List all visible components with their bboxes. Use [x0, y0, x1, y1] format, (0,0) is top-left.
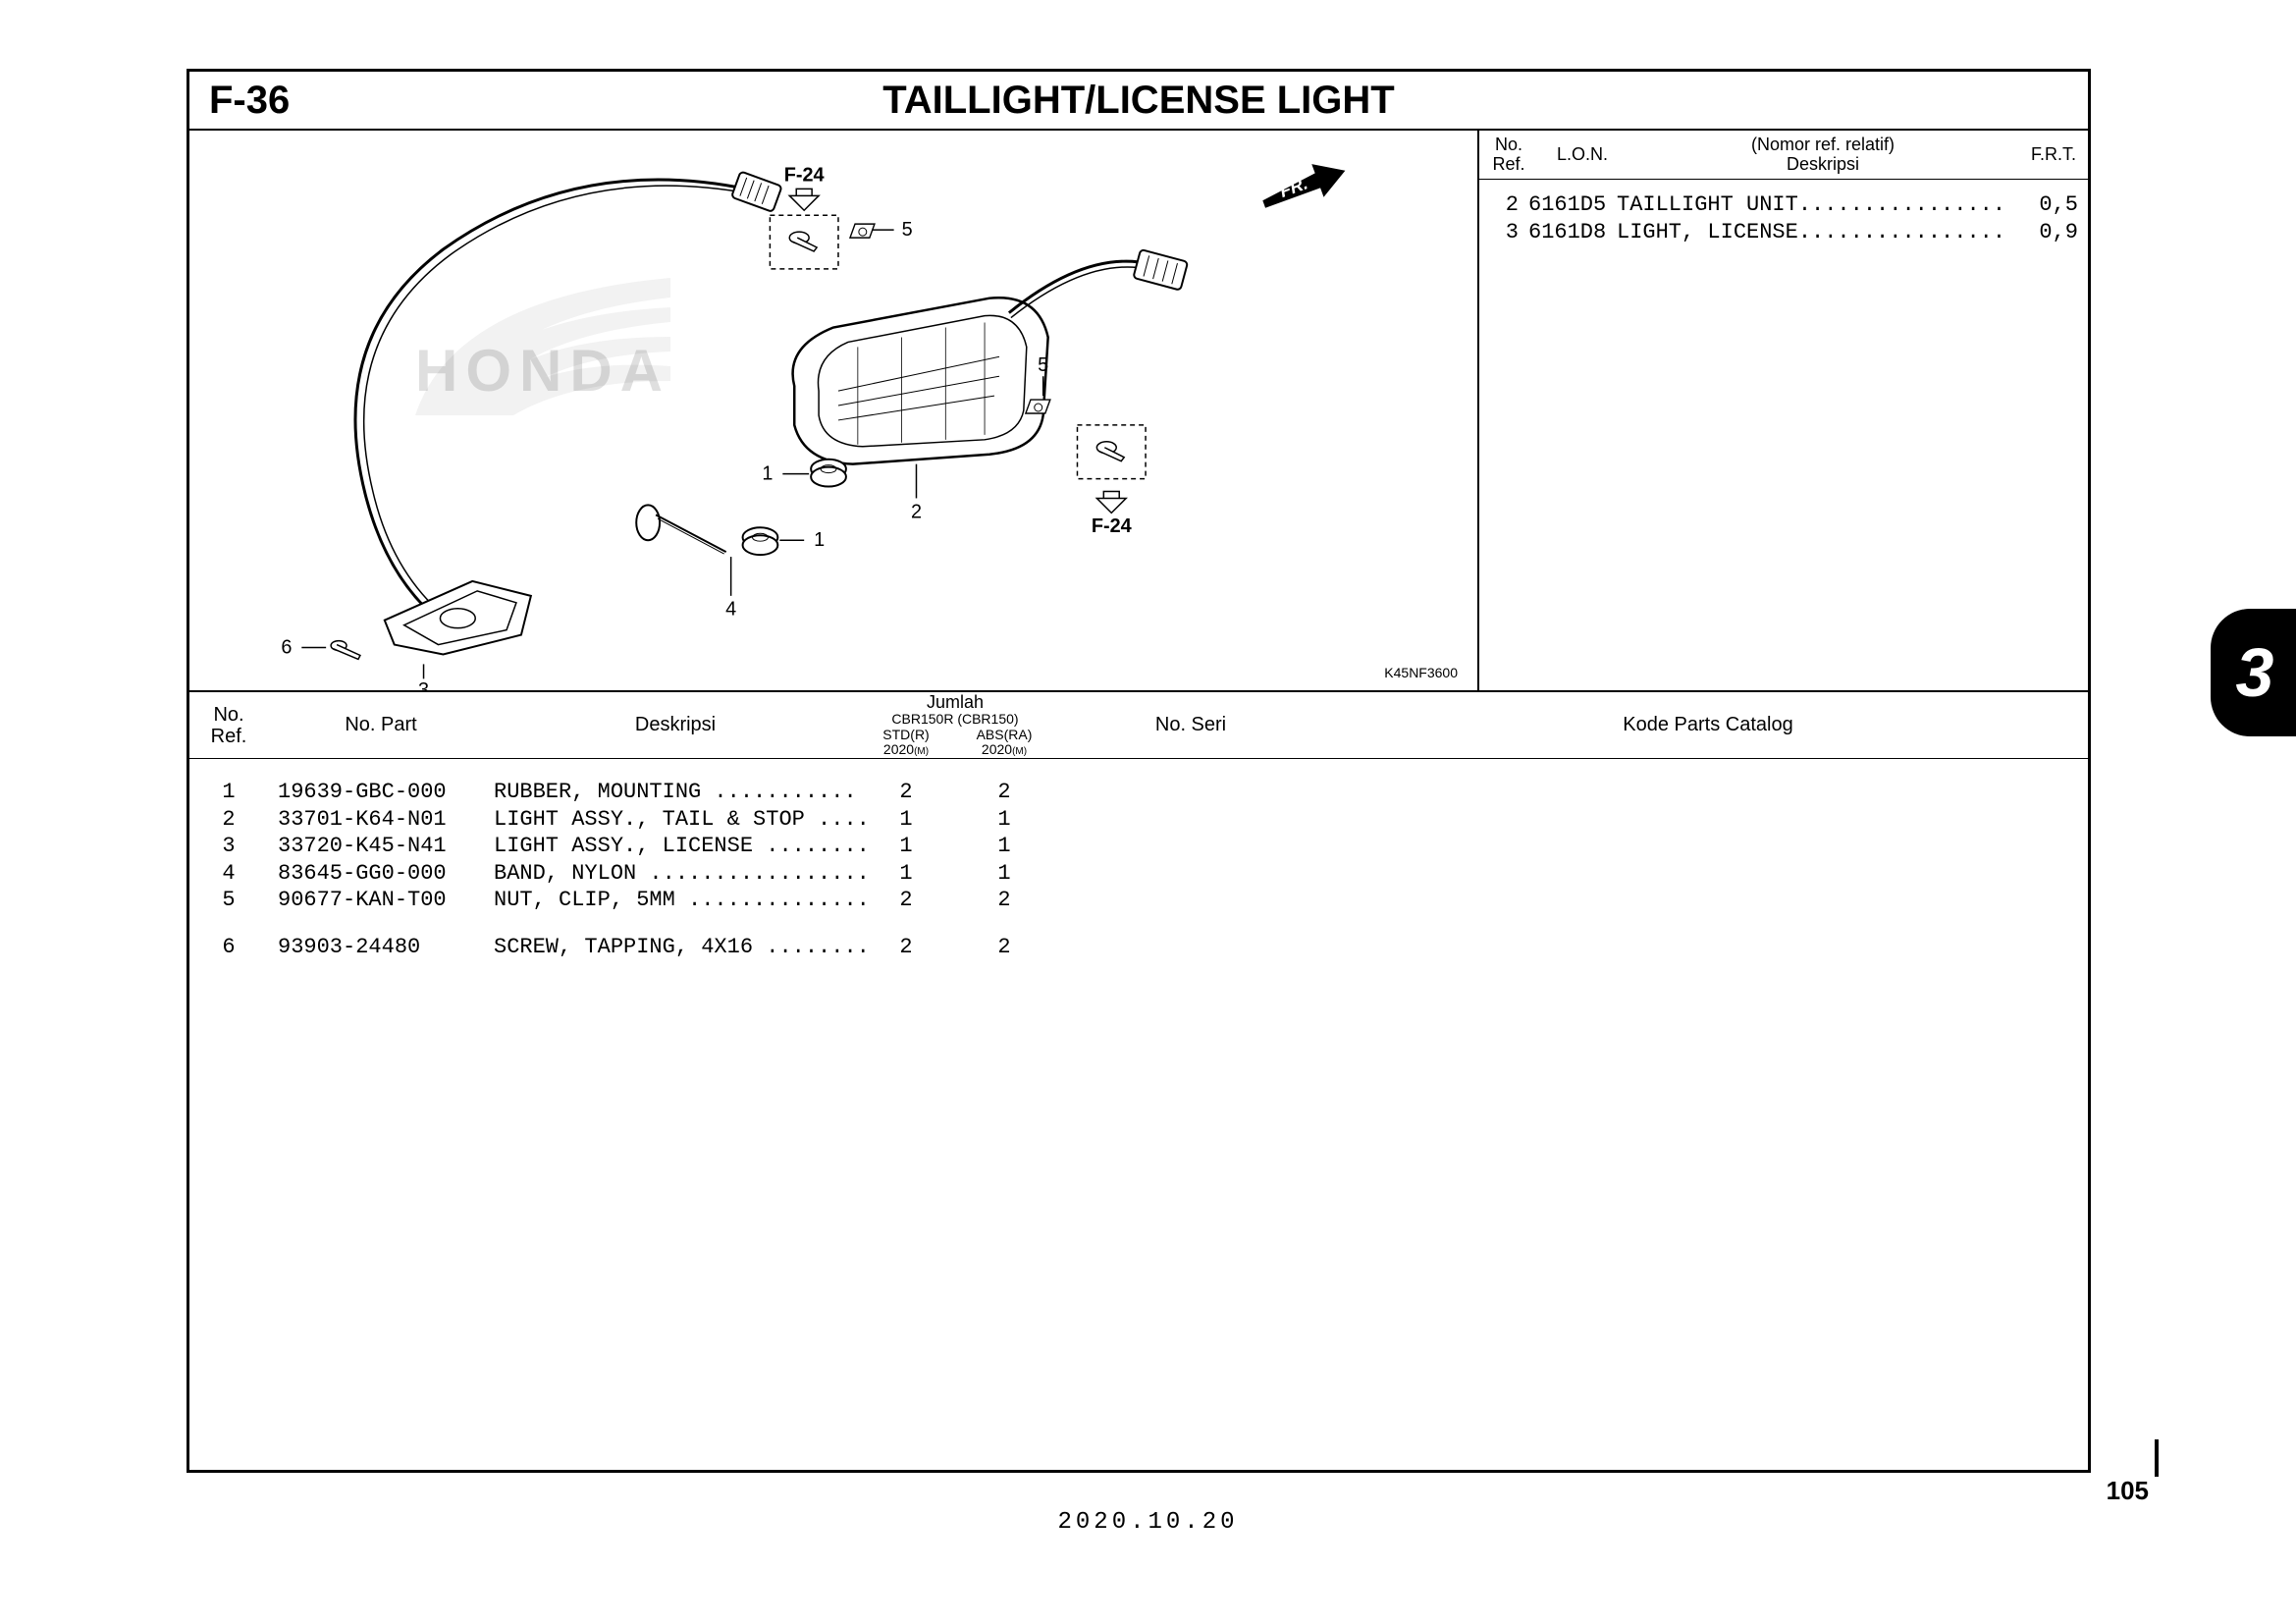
parts-table-header: No.Ref. No. Part Deskripsi Jumlah CBR150…	[189, 690, 2088, 759]
diagram-code: K45NF3600	[1384, 665, 1458, 680]
hdr-kode: Kode Parts Catalog	[1328, 714, 2088, 736]
parts-row: 3 33720-K45-N41 LIGHT ASSY., LICENSE ...…	[189, 833, 2088, 860]
svg-text:2: 2	[911, 501, 922, 522]
lon-table-body: 2 6161D5 TAILLIGHT UNIT................ …	[1479, 180, 2088, 257]
svg-text:6: 6	[281, 636, 292, 658]
footer-date: 2020.10.20	[0, 1509, 2296, 1536]
col-lon: L.O.N.	[1538, 144, 1627, 165]
col-noref: No.Ref.	[1479, 135, 1538, 175]
parts-row-spacer	[189, 914, 2088, 934]
svg-text:5: 5	[1038, 354, 1048, 376]
hdr-seri: No. Seri	[1053, 714, 1328, 736]
svg-text:1: 1	[762, 463, 773, 485]
page-frame: F-36 TAILLIGHT/LICENSE LIGHT HONDA FR. F…	[187, 69, 2091, 1473]
section-code: F-36	[189, 79, 484, 123]
col-desc: (Nomor ref. relatif) Deskripsi	[1627, 135, 2019, 175]
hdr-part: No. Part	[268, 714, 494, 736]
hdr-qty: Jumlah CBR150R (CBR150) STD(R)2020(M) AB…	[857, 693, 1053, 758]
svg-text:1: 1	[814, 529, 825, 551]
section-title: TAILLIGHT/LICENSE LIGHT	[484, 79, 2088, 123]
svg-text:FR.: FR.	[1277, 173, 1310, 201]
page-number: 105	[2107, 1476, 2149, 1506]
parts-row: 1 19639-GBC-000 RUBBER, MOUNTING .......…	[189, 779, 2088, 806]
parts-row: 5 90677-KAN-T00 NUT, CLIP, 5MM .........…	[189, 887, 2088, 914]
diagram-area: HONDA FR. F-24	[189, 131, 2088, 690]
page-header: F-36 TAILLIGHT/LICENSE LIGHT	[189, 72, 2088, 131]
section-tab: 3	[2211, 609, 2296, 736]
hdr-desc: Deskripsi	[494, 714, 857, 736]
lon-table: No.Ref. L.O.N. (Nomor ref. relatif) Desk…	[1479, 131, 2088, 690]
lon-row: 3 6161D8 LIGHT, LICENSE................ …	[1489, 219, 2078, 246]
lon-row: 2 6161D5 TAILLIGHT UNIT................ …	[1489, 191, 2078, 219]
svg-text:4: 4	[725, 599, 736, 621]
diagram-panel: HONDA FR. F-24	[189, 131, 1479, 690]
hdr-noref: No.Ref.	[189, 704, 268, 747]
svg-text:F-24: F-24	[784, 164, 825, 186]
page-number-bar	[2155, 1439, 2159, 1477]
parts-row: 2 33701-K64-N01 LIGHT ASSY., TAIL & STOP…	[189, 806, 2088, 834]
col-frt: F.R.T.	[2019, 144, 2088, 165]
svg-text:F-24: F-24	[1092, 515, 1132, 537]
parts-diagram: FR. F-24	[189, 131, 1477, 690]
parts-row: 6 93903-24480 SCREW, TAPPING, 4X16 .....…	[189, 934, 2088, 961]
lon-table-header: No.Ref. L.O.N. (Nomor ref. relatif) Desk…	[1479, 131, 2088, 180]
parts-table-body: 1 19639-GBC-000 RUBBER, MOUNTING .......…	[189, 759, 2088, 960]
parts-row: 4 83645-GG0-000 BAND, NYLON ............…	[189, 860, 2088, 888]
svg-text:3: 3	[418, 679, 429, 690]
svg-text:5: 5	[902, 219, 913, 241]
